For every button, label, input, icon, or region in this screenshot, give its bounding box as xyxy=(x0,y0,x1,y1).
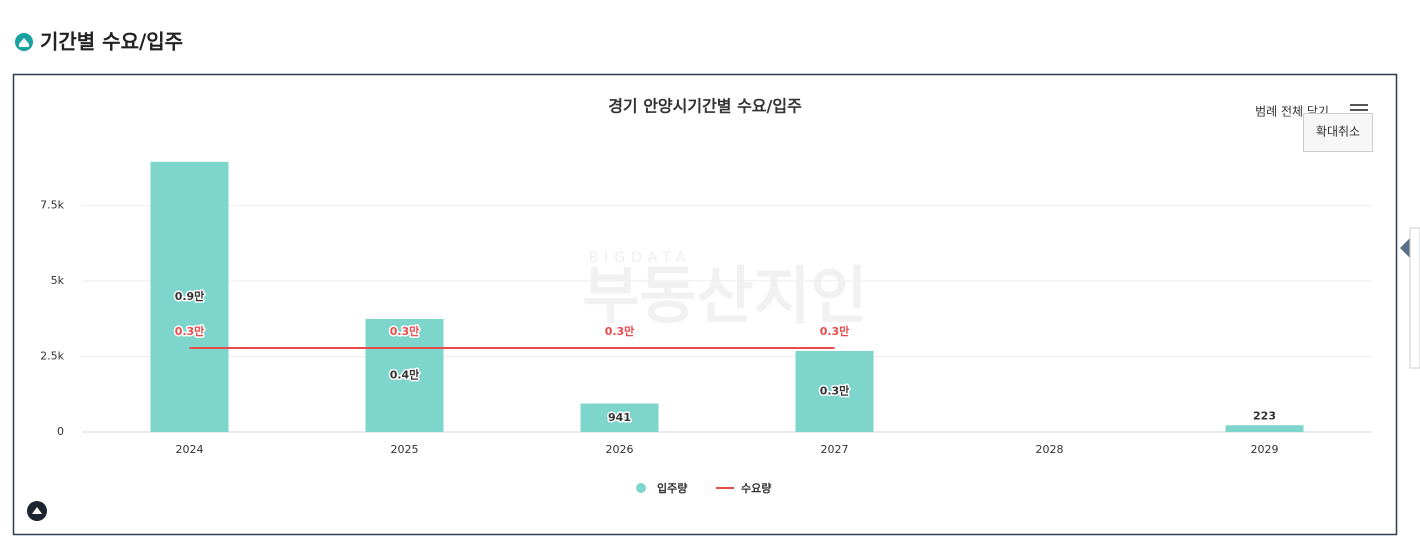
line-value-label: 0.3만 xyxy=(175,324,205,338)
watermark-top: BIGDATA xyxy=(589,250,692,266)
y-tick-label: 0 xyxy=(57,425,64,438)
page-title: 기간별 수요/입주 xyxy=(40,30,183,54)
logo-mark xyxy=(32,507,42,514)
line-value-label: 0.3만 xyxy=(820,324,850,338)
reset-zoom-label[interactable]: 확대취소 xyxy=(1316,125,1360,139)
bar-value-label: 223 xyxy=(1253,409,1276,422)
bar-value-label: 0.4만 xyxy=(390,367,420,381)
watermark: 부동산지인 xyxy=(582,259,867,332)
reset-zoom-button[interactable] xyxy=(1303,113,1373,152)
x-tick-label: 2027 xyxy=(821,443,849,456)
header-icon-house xyxy=(19,38,29,47)
bar xyxy=(580,403,659,432)
bar-value-label: 0.3만 xyxy=(820,384,850,398)
chart-title: 경기 안양시기간별 수요/입주 xyxy=(608,97,802,116)
legend-label: 입주량 xyxy=(657,482,687,495)
y-tick-label: 5k xyxy=(51,274,65,287)
x-tick-label: 2024 xyxy=(176,443,204,456)
legend-label: 수요량 xyxy=(741,482,771,495)
y-tick-label: 2.5k xyxy=(40,349,64,362)
x-tick-label: 2028 xyxy=(1036,443,1064,456)
x-tick-label: 2026 xyxy=(606,443,634,456)
chart-box xyxy=(12,73,1398,536)
legend-marker xyxy=(636,483,646,493)
bar xyxy=(150,161,229,432)
side-panel xyxy=(1409,227,1420,369)
bar xyxy=(365,318,444,432)
x-tick-label: 2025 xyxy=(391,443,419,456)
line-value-label: 0.3만 xyxy=(605,324,635,338)
bar-value-label: 0.9만 xyxy=(175,289,205,303)
bar-value-label: 941 xyxy=(608,411,631,424)
y-tick-label: 7.5k xyxy=(40,198,64,211)
bar xyxy=(795,351,874,432)
line-value-label: 0.3만 xyxy=(390,324,420,338)
bar xyxy=(1225,425,1304,432)
side-tab[interactable] xyxy=(1400,238,1410,258)
x-tick-label: 2029 xyxy=(1251,443,1279,456)
